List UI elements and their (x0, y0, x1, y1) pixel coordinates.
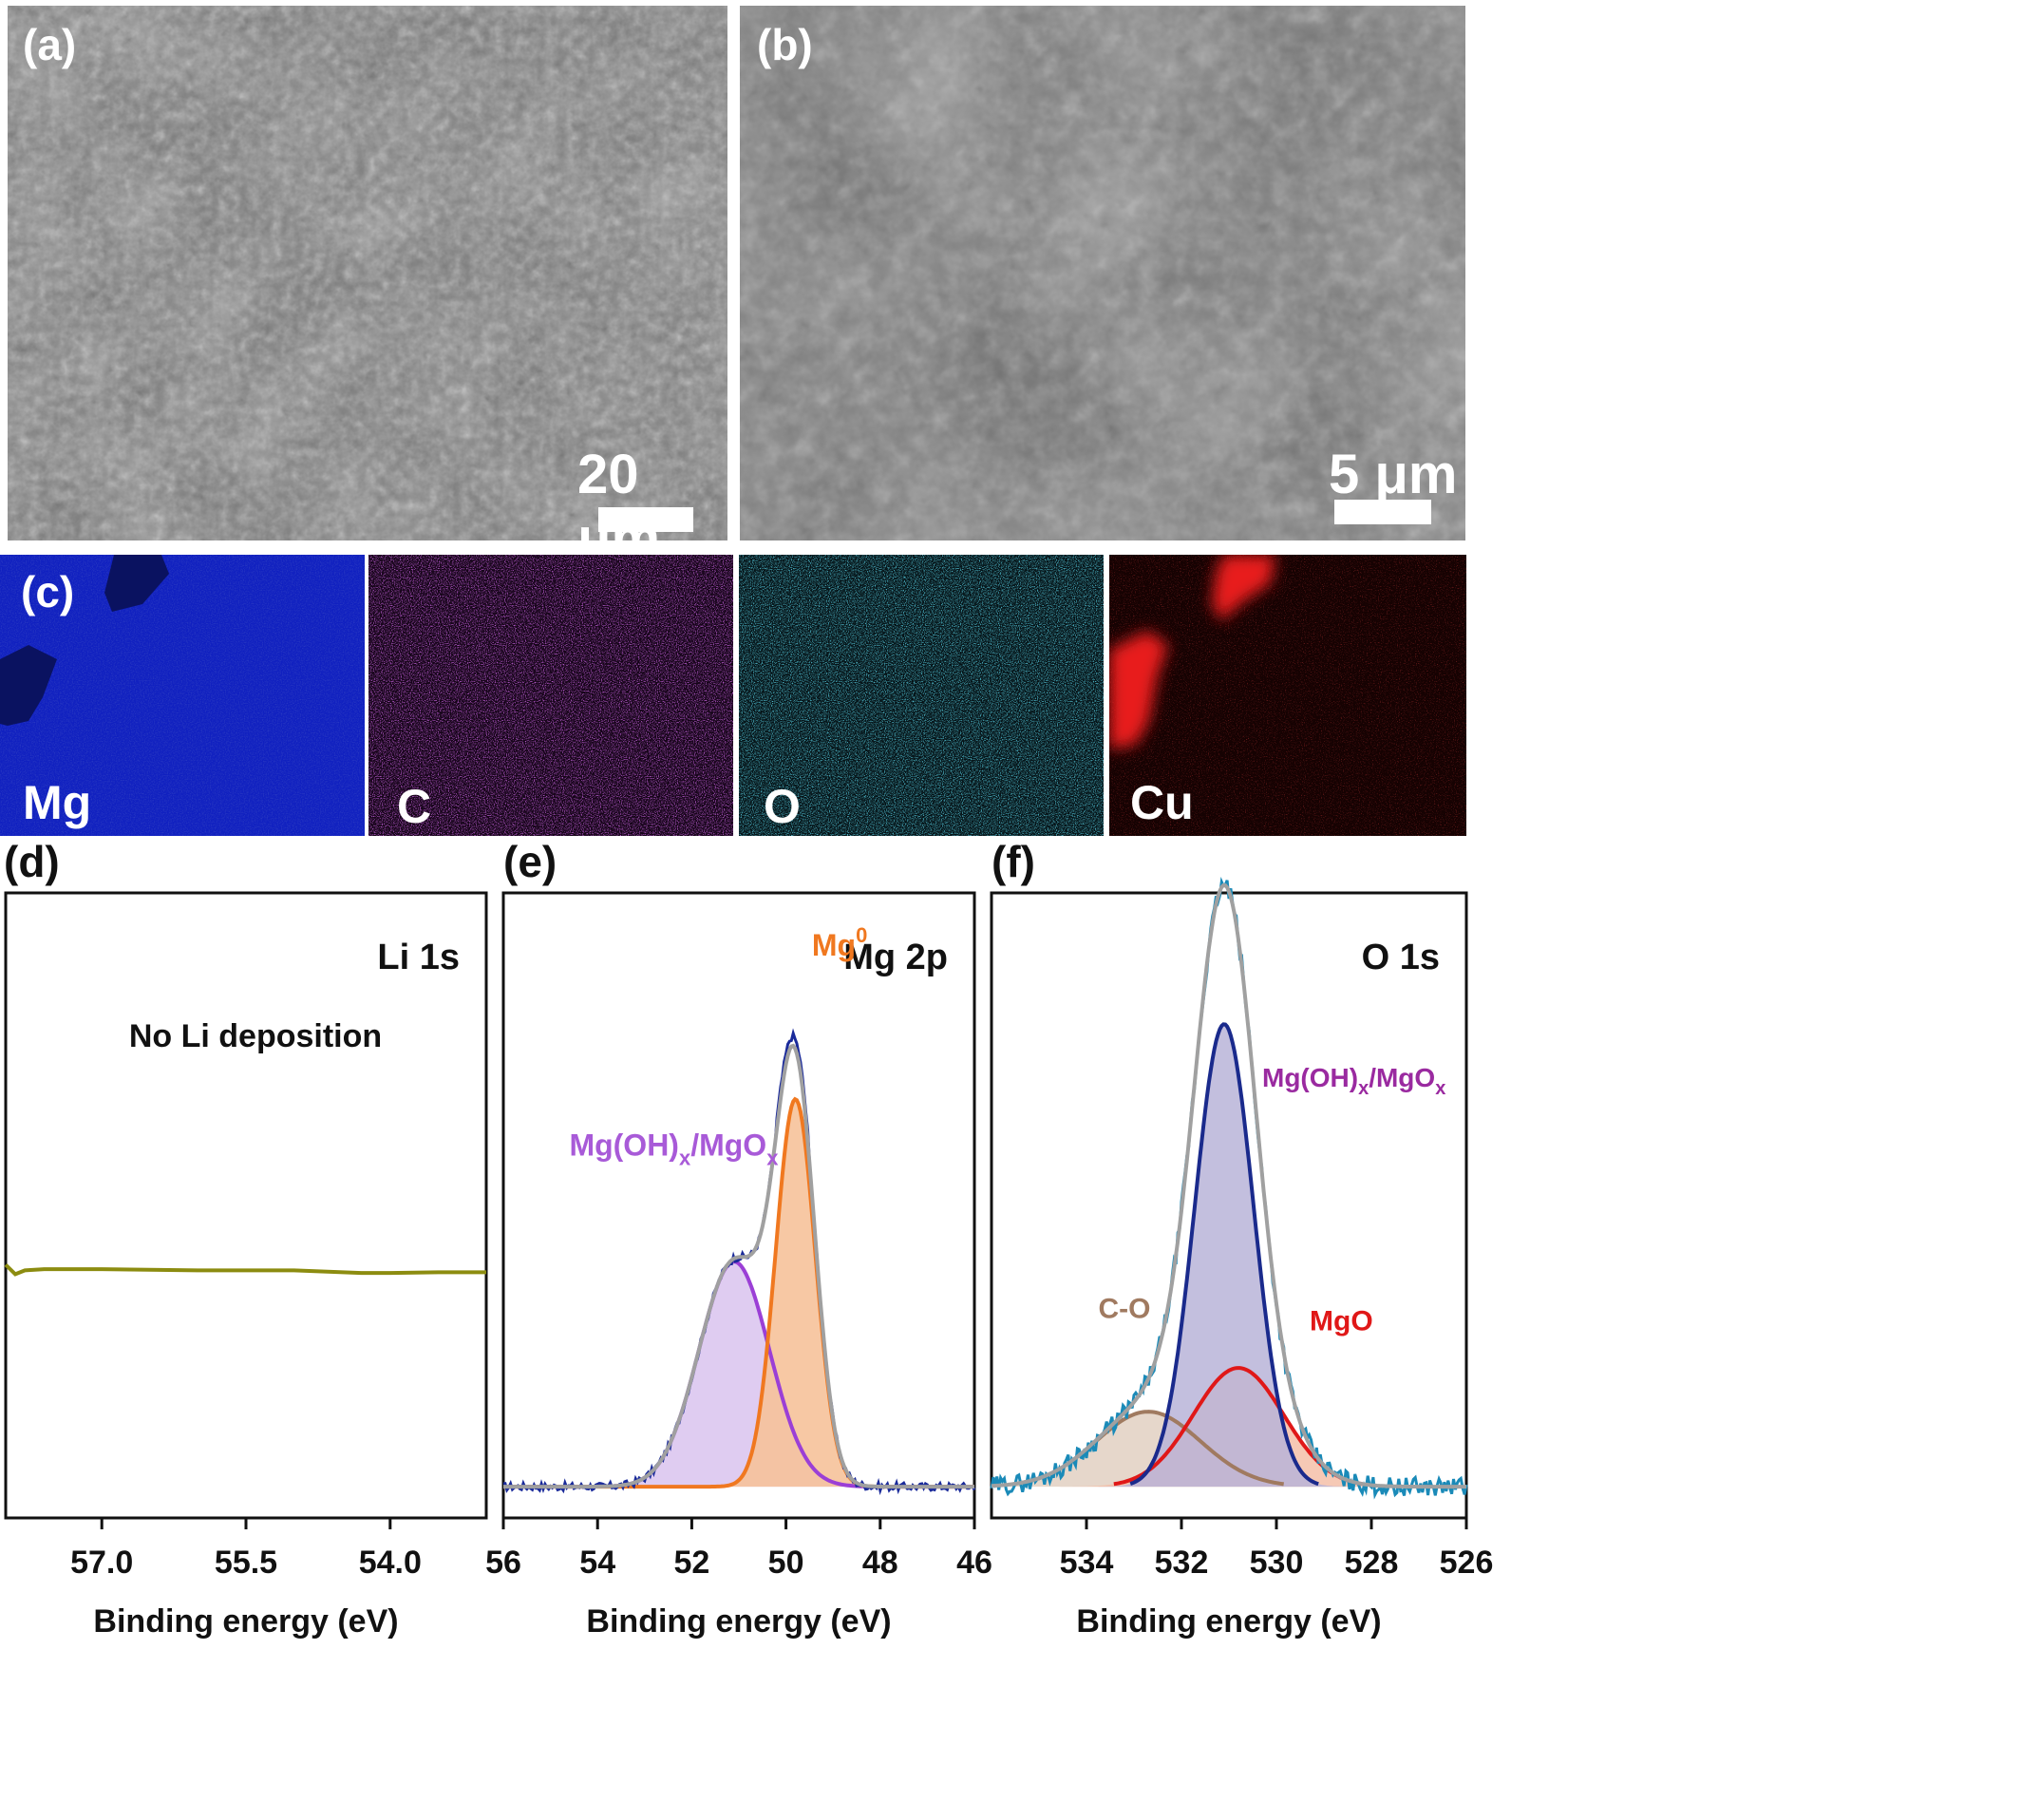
x-tick-label-e: 54 (579, 1545, 615, 1581)
eds-texture-cu (1109, 555, 1466, 836)
x-tick-label-d: 54.0 (359, 1545, 422, 1581)
mgoh-label: Mg(OH)x/MgOx (569, 1128, 779, 1169)
o-1s-envelope (991, 882, 1466, 1489)
li-1s-line (4, 1263, 486, 1277)
panel-label-a: (a) (23, 20, 77, 69)
panel-label-b: (b) (757, 20, 813, 69)
x-tick-label-e: 46 (956, 1545, 992, 1581)
eds-map-o: O (739, 555, 1104, 836)
sem-image-a: (a) 20 μm (8, 6, 727, 540)
o1s-mgoh-component-line (1129, 1022, 1319, 1487)
scale-bar-a (598, 507, 693, 532)
plot-frame-e (501, 891, 976, 1520)
x-tick-label-d: 57.0 (70, 1545, 133, 1581)
eds-map-mg: (c) Mg (0, 555, 365, 836)
eds-map-cu: Cu (1109, 555, 1466, 836)
scale-bar-label-b: 5 μm (1329, 444, 1458, 505)
element-label-mg: Mg (23, 776, 92, 829)
element-label-o: O (764, 780, 801, 833)
chart-title-d: Li 1s (377, 938, 460, 977)
eds-map-c: C (368, 555, 733, 836)
mgoh-component-fill (503, 1261, 974, 1488)
co-label: C-O (1099, 1293, 1151, 1324)
x-tick-label-e: 56 (485, 1545, 521, 1581)
x-tick-label-f: 528 (1345, 1545, 1399, 1581)
element-label-cu: Cu (1130, 776, 1194, 829)
chart-title-e: Mg 2p (843, 938, 948, 977)
mg0-label: Mg0 (812, 923, 867, 962)
x-tick-label-d: 55.5 (215, 1545, 277, 1581)
eds-texture-o (739, 555, 1104, 836)
panel-label-c: (c) (21, 567, 75, 616)
o1s-mgoh-label: Mg(OH)x/MgOx (1262, 1063, 1445, 1099)
eds-texture-mg (0, 555, 365, 836)
o1s-mgoh-component-fill (992, 1024, 1466, 1488)
eds-texture-c (368, 555, 733, 836)
sem-texture-b (740, 6, 1465, 540)
panel-label-e: (e) (503, 837, 557, 886)
panel-label-d: (d) (4, 837, 60, 886)
scale-bar-b (1334, 500, 1431, 524)
x-axis-label-d: Binding energy (eV) (93, 1603, 398, 1640)
plot-frame-d (4, 891, 488, 1520)
chart-title-f: O 1s (1362, 938, 1440, 977)
x-tick-label-e: 48 (862, 1545, 898, 1581)
mgo-label: MgO (1310, 1306, 1373, 1337)
x-tick-label-f: 532 (1155, 1545, 1209, 1581)
x-tick-label-e: 52 (673, 1545, 709, 1581)
mg-2p-envelope (503, 1043, 974, 1489)
x-axis-label-e: Binding energy (eV) (586, 1603, 891, 1640)
panel-label-f: (f) (992, 837, 1035, 886)
sem-image-b: (b) 5 μm (740, 6, 1465, 540)
x-tick-label-f: 526 (1440, 1545, 1494, 1581)
x-tick-label-f: 530 (1250, 1545, 1304, 1581)
sem-texture-a (8, 6, 727, 540)
o-1s-raw-data (990, 877, 1468, 1500)
x-tick-label-f: 534 (1060, 1545, 1114, 1581)
x-tick-label-e: 50 (768, 1545, 804, 1581)
no-li-annotation: No Li deposition (129, 1018, 382, 1054)
x-axis-label-f: Binding energy (eV) (1076, 1603, 1381, 1640)
element-label-c: C (397, 780, 432, 833)
